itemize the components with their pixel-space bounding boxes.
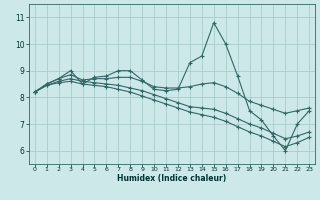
- X-axis label: Humidex (Indice chaleur): Humidex (Indice chaleur): [117, 174, 227, 183]
